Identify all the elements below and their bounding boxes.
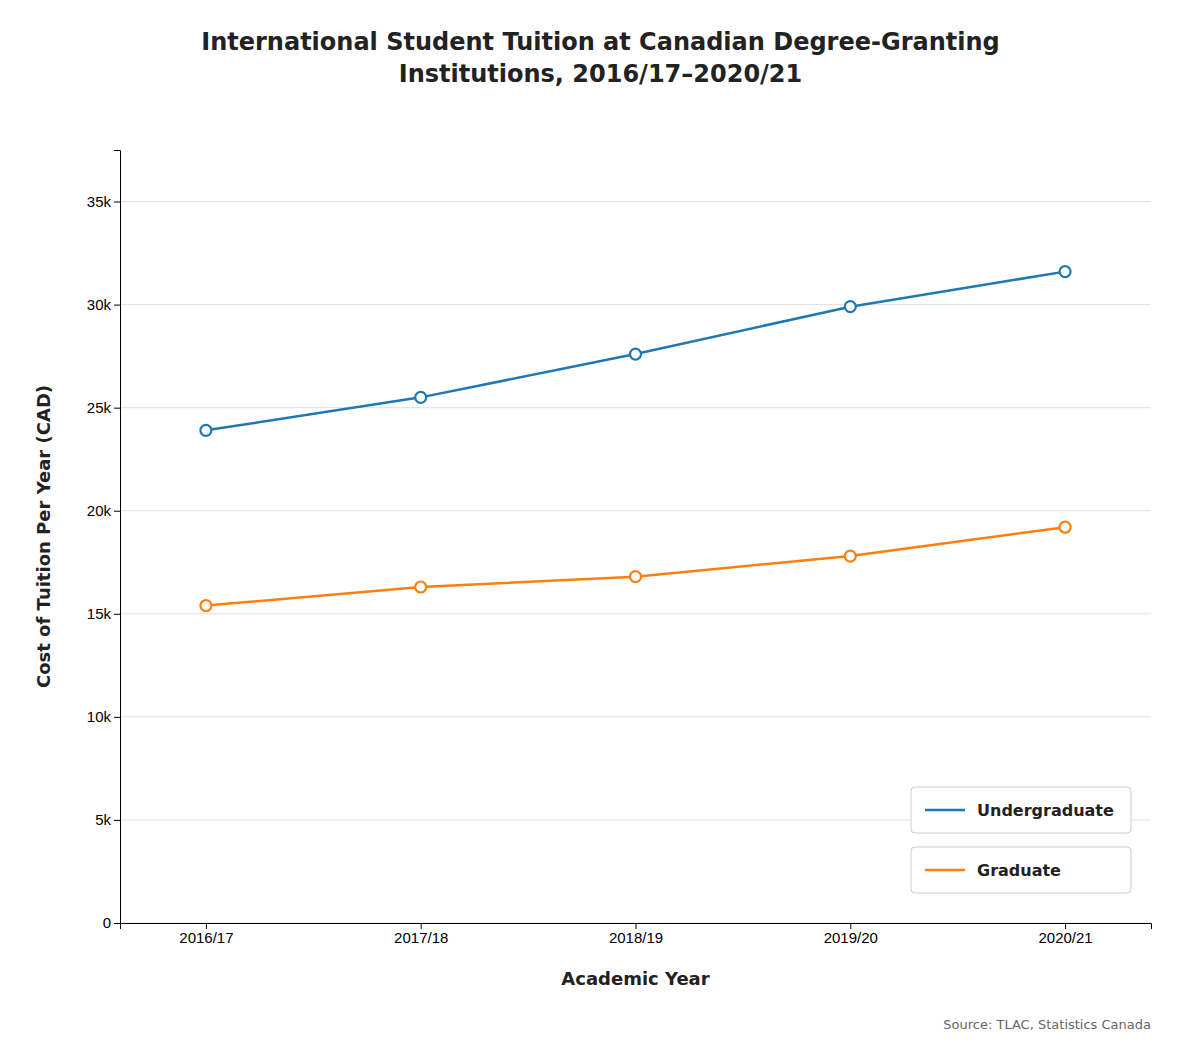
point [1060, 266, 1071, 277]
y-tick: 20k [87, 502, 120, 519]
grid-line [120, 201, 1151, 202]
y-tick-label: 15k [87, 605, 112, 622]
x-tick: 2019/20 [824, 923, 878, 946]
y-tick: 0 [103, 914, 120, 931]
x-tick-label: 2017/18 [394, 929, 448, 946]
point [630, 571, 641, 582]
y-tick-mark [114, 305, 120, 306]
series-markers [200, 522, 1070, 611]
legend-box [911, 847, 1131, 893]
y-tick-label: 10k [87, 708, 112, 725]
x-tick-label: 2019/20 [824, 929, 878, 946]
annotation: Source: TLAC, Statistics Canada [943, 1017, 1151, 1032]
y-tick: 30k [87, 296, 120, 313]
grid-line [120, 510, 1151, 511]
y-tick-mark [114, 820, 120, 821]
legend-swatch [925, 809, 965, 812]
y-tick: 25k [87, 399, 120, 416]
plot-area: 0 5k 10k 15k 20k 25k 30k 35k 2016/17 2017/18 2018/… [87, 151, 1152, 946]
y-tick: 5k [95, 811, 120, 828]
point [845, 301, 856, 312]
legend-label: Undergraduate [977, 801, 1114, 820]
legend: Undergraduate Graduate [911, 787, 1131, 893]
y-tick-mark [114, 923, 120, 924]
y-tick-label: 20k [87, 502, 112, 519]
x-tick: 2016/17 [179, 923, 233, 946]
y-tick-label: 5k [95, 811, 111, 828]
point [415, 392, 426, 403]
grid [120, 202, 1151, 923]
y-tick-mark [114, 511, 120, 512]
x-tick: 2020/21 [1038, 923, 1092, 946]
grid-line [120, 613, 1151, 614]
series-markers [200, 266, 1070, 436]
grid-line [120, 407, 1151, 408]
point [200, 425, 211, 436]
y-tick-label: 35k [87, 193, 112, 210]
grid-line [120, 716, 1151, 717]
y-axis-title: Cost of Tuition Per Year (CAD) [33, 385, 54, 688]
y-tick-label: 30k [87, 296, 112, 313]
y-tick-label: 0 [103, 914, 111, 931]
point [630, 349, 641, 360]
y-tick: 10k [87, 708, 120, 725]
point [845, 551, 856, 562]
y-tick-mark [114, 717, 120, 718]
title: International Student Tuition at Canadia… [201, 28, 1000, 88]
point [415, 582, 426, 593]
y-tick-mark [114, 202, 120, 203]
point [200, 600, 211, 611]
series-line [206, 527, 1065, 605]
legend-swatch [925, 869, 965, 872]
x-tick-label: 2018/19 [609, 929, 663, 946]
legend-item: Undergraduate [911, 787, 1131, 833]
x-tick-label: 2020/21 [1038, 929, 1092, 946]
y-tick: 35k [87, 193, 120, 210]
legend-box [911, 787, 1131, 833]
y-axis-line [114, 151, 121, 924]
y-tick-label: 25k [87, 399, 112, 416]
legend-item: Graduate [911, 847, 1131, 893]
x-axis: 2016/17 2017/18 2018/19 2019/20 2020/21 [121, 923, 1152, 946]
x-tick-label: 2016/17 [179, 929, 233, 946]
y-tick: 15k [87, 605, 120, 622]
x-tick: 2017/18 [394, 923, 448, 946]
grid-line [120, 304, 1151, 305]
x-axis-title: Academic Year [561, 968, 709, 989]
chart: International Student Tuition at Canadia… [0, 0, 1201, 1053]
y-tick-mark [114, 614, 120, 615]
legend-label: Graduate [977, 861, 1061, 880]
marks [200, 266, 1070, 611]
y-tick-mark [114, 408, 120, 409]
x-tick: 2018/19 [609, 923, 663, 946]
series-line [206, 272, 1065, 431]
point [1060, 522, 1071, 533]
y-axis: 0 5k 10k 15k 20k 25k 30k 35k [87, 151, 121, 932]
